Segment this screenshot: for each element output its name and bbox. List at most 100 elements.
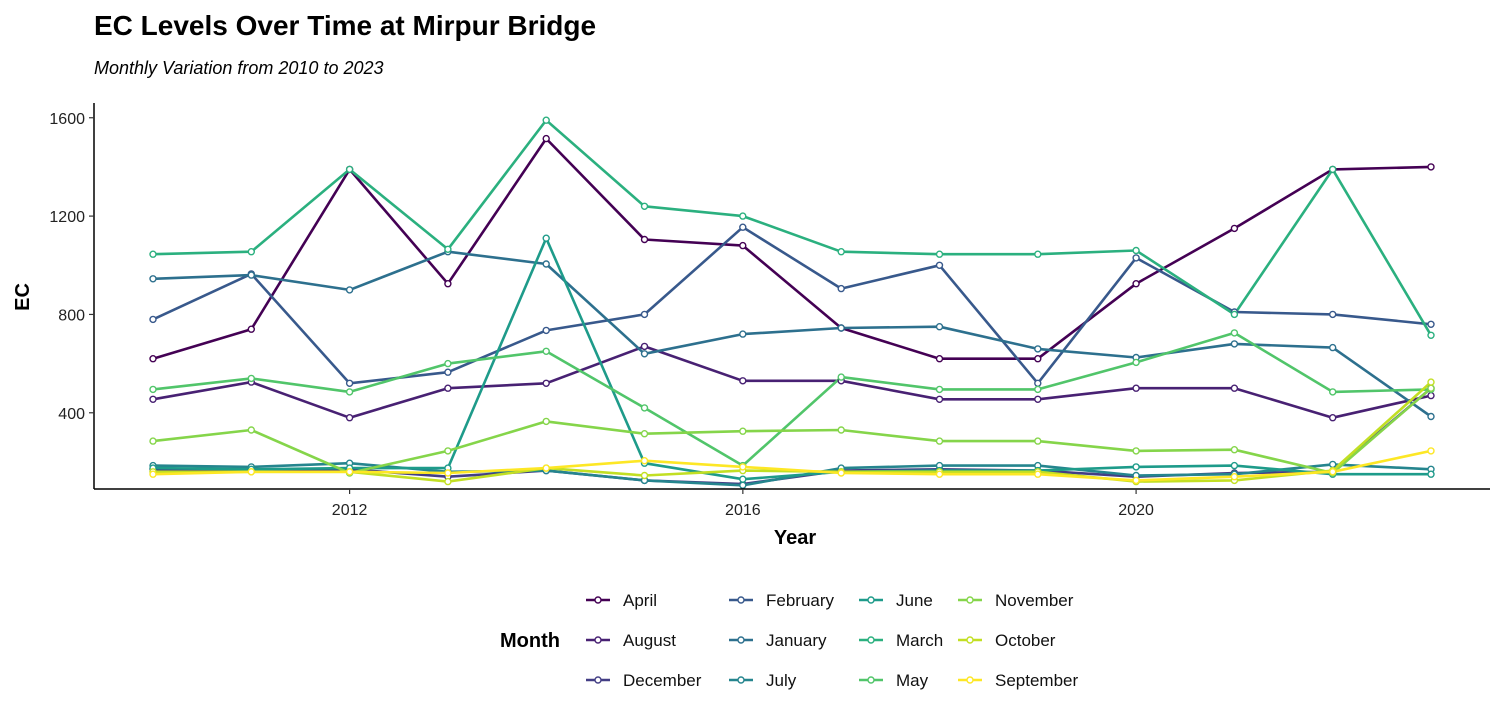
legend-label: July [766, 671, 797, 690]
legend-title: Month [500, 630, 560, 652]
data-point-august [149, 395, 157, 403]
legend-item-august: August [586, 631, 676, 650]
x-tick-label: 2020 [1118, 502, 1154, 519]
data-point-january [1328, 343, 1337, 352]
legend-label: February [766, 591, 835, 610]
data-point-august [640, 342, 649, 351]
data-point-february [640, 310, 649, 319]
data-point-january [1230, 340, 1239, 348]
data-point-october [640, 471, 649, 480]
legend-label: December [623, 671, 702, 690]
data-point-march [739, 212, 747, 220]
chart-subtitle: Monthly Variation from 2010 to 2023 [94, 58, 384, 78]
x-tick-label: 2016 [725, 502, 761, 519]
series-line-january [152, 250, 1432, 418]
data-point-february [542, 326, 550, 335]
legend-label: November [995, 591, 1074, 610]
data-point-november [1132, 447, 1140, 455]
legend-key-point [737, 596, 745, 604]
data-point-february [345, 379, 354, 387]
series-line-march [152, 118, 1433, 336]
legend-label: August [623, 631, 676, 650]
legend-item-january: January [729, 631, 827, 650]
legend-key-point [737, 676, 745, 684]
data-point-february [1132, 254, 1140, 262]
data-point-may [1328, 388, 1337, 396]
data-point-april [149, 355, 157, 363]
data-point-june [739, 475, 747, 483]
series-line-april [152, 137, 1432, 361]
data-point-june [1132, 463, 1140, 471]
legend-item-december: December [586, 671, 702, 690]
data-point-february [935, 261, 944, 269]
data-point-march [1132, 246, 1140, 255]
legend-item-july: July [729, 671, 797, 690]
axes: 400 800 1200 1600 2012 2016 2020 [49, 103, 1490, 519]
data-point-may [444, 359, 452, 368]
data-point-september [1328, 468, 1337, 476]
data-point-august [444, 384, 452, 392]
legend-item-september: September [958, 671, 1078, 690]
data-point-january [1034, 345, 1042, 353]
data-point-january [542, 260, 550, 268]
data-point-november [739, 427, 747, 435]
data-point-january [247, 271, 256, 279]
legend-label: January [766, 631, 827, 650]
legend-item-february: February [729, 591, 835, 610]
legend-key-point [594, 596, 602, 604]
data-point-april [1230, 224, 1239, 233]
data-point-march [247, 247, 256, 256]
data-point-may [149, 385, 157, 394]
data-point-november [837, 426, 845, 434]
data-point-september [739, 463, 747, 471]
data-point-january [837, 324, 845, 332]
data-point-march [1034, 250, 1042, 258]
y-axis-title: EC [12, 283, 34, 311]
data-point-april [247, 325, 256, 333]
legend-key-point [867, 676, 875, 684]
data-point-april [1427, 163, 1435, 171]
data-point-november [247, 426, 256, 434]
data-point-may [1132, 358, 1140, 367]
data-point-september [345, 468, 354, 476]
data-point-march [1230, 310, 1239, 319]
legend-label: April [623, 591, 657, 610]
data-point-march [935, 250, 944, 258]
data-point-february [837, 284, 845, 293]
data-point-march [1427, 331, 1435, 339]
data-point-may [837, 373, 845, 381]
legend-key-point [867, 636, 875, 644]
legend-item-april: April [586, 591, 657, 610]
data-point-november [1230, 446, 1239, 454]
data-point-april [1132, 280, 1140, 288]
data-point-september [640, 457, 649, 465]
data-point-march [640, 202, 649, 211]
data-point-march [837, 247, 845, 256]
data-point-september [837, 469, 845, 477]
data-point-february [1427, 320, 1435, 328]
data-point-november [149, 437, 157, 445]
data-point-april [542, 134, 550, 143]
data-point-may [1034, 385, 1042, 394]
data-point-april [444, 280, 452, 288]
data-point-january [345, 286, 354, 294]
data-point-august [1427, 391, 1435, 400]
data-point-october [444, 477, 452, 486]
data-point-april [1034, 355, 1042, 363]
data-point-september [1034, 470, 1042, 478]
data-point-august [1034, 395, 1042, 403]
data-point-may [1230, 329, 1239, 337]
legend-key-point [966, 596, 974, 604]
data-point-may [935, 385, 944, 394]
legend-key-point [594, 676, 602, 684]
data-point-october [1427, 378, 1435, 386]
x-tick-label: 2012 [332, 502, 368, 519]
data-point-may [247, 374, 256, 383]
data-point-january [149, 275, 157, 283]
data-point-march [1328, 165, 1337, 174]
data-point-june [1230, 461, 1239, 470]
chart-title: EC Levels Over Time at Mirpur Bridge [94, 10, 596, 41]
series-line-september [152, 449, 1432, 482]
data-point-august [1230, 384, 1239, 392]
